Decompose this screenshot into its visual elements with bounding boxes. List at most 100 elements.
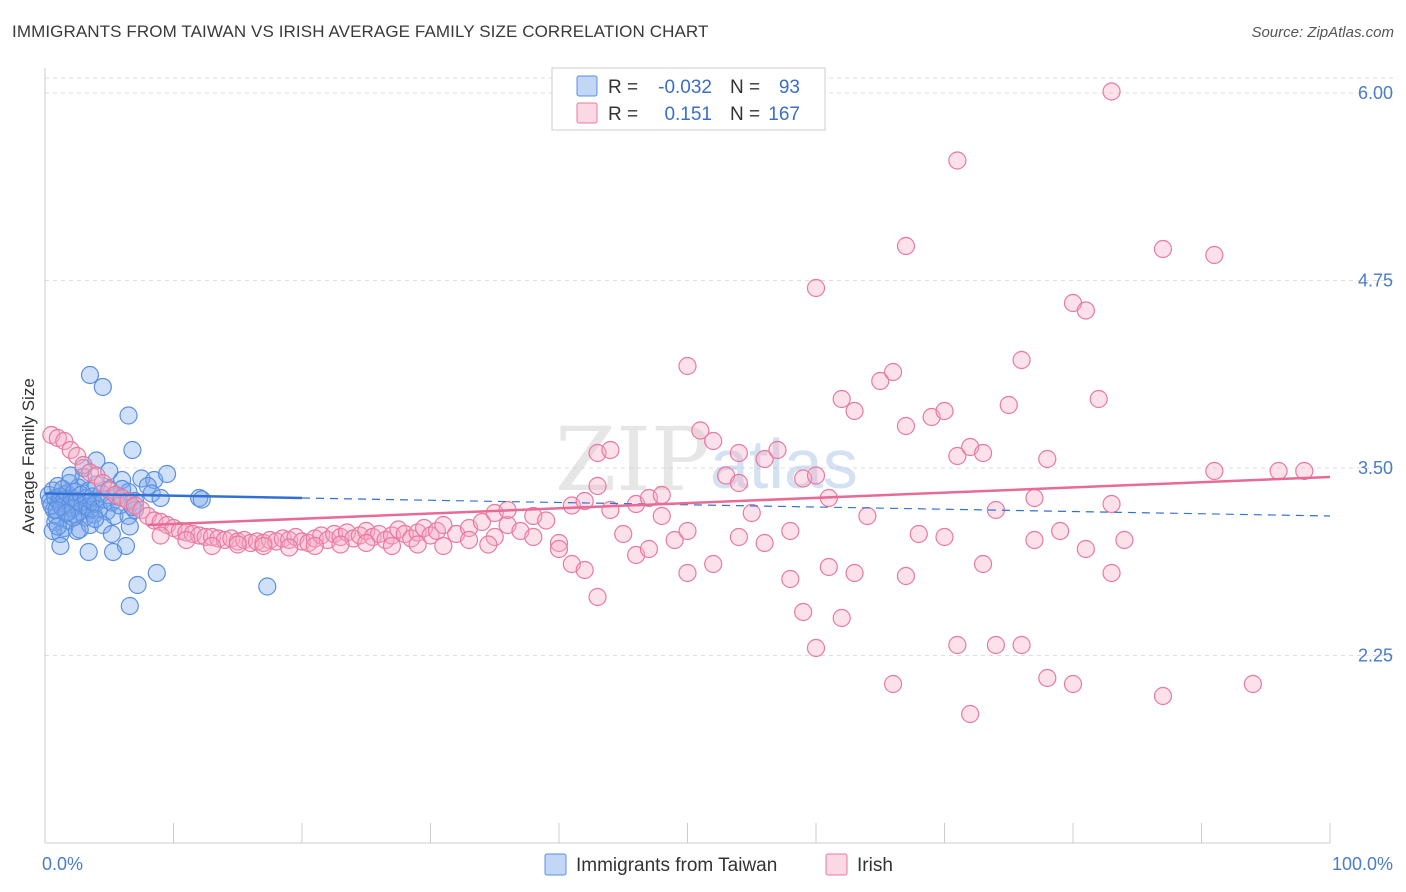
series-legend: Immigrants from Taiwan Irish [544,853,893,876]
irish-point [768,440,787,460]
taiwan-point [93,377,112,397]
irish-point [704,431,723,451]
irish-point [806,278,826,298]
irish-point [781,569,800,589]
series-irish-points [42,82,1314,724]
irish-point [755,533,774,553]
legend-n-label: N = [730,104,760,125]
irish-point [434,536,453,556]
irish-point [614,524,633,544]
irish-point [729,527,749,547]
irish-point [1295,461,1314,481]
irish-point [1102,563,1121,583]
irish-point [819,557,838,577]
irish-point [1115,530,1134,550]
irish-point [177,530,196,550]
irish-point [601,440,620,460]
irish-point [1205,461,1224,481]
legend-n-value: 93 [779,77,800,98]
irish-point [1025,530,1044,550]
taiwan-point [57,503,76,523]
legend-r-value: -0.032 [658,77,712,98]
taiwan-trend-line-extension [301,497,1331,517]
irish-point [845,563,864,583]
taiwan-point [120,596,139,616]
taiwan-point [80,515,100,535]
taiwan-point [86,509,105,529]
taiwan-point [128,575,147,595]
irish-point [832,608,851,628]
irish-point [678,563,697,583]
irish-point [228,535,247,554]
irish-point [858,506,877,526]
taiwan-point [102,524,121,544]
irish-point [1076,301,1095,320]
legend-r-label: R = [608,77,638,98]
taiwan-point [147,563,166,583]
irish-point [794,602,813,622]
irish-point [1012,635,1031,655]
taiwan-point [79,542,98,562]
irish-point [382,536,402,556]
irish-point [1102,82,1121,101]
irish-point [1038,449,1057,469]
y-tick-label: 3.50 [1358,458,1393,478]
taiwan-point [123,440,142,460]
taiwan-point [258,577,277,596]
irish-point [1063,674,1083,694]
taiwan-point [47,500,66,520]
taiwan-point [104,542,123,562]
irish-point [549,539,569,559]
irish-point [1038,668,1057,688]
irish-point [896,236,916,256]
irish-point [652,485,671,505]
irish-point [209,529,228,548]
irish-point [485,527,504,547]
irish-point [883,362,903,382]
irish-point [434,515,453,535]
irish-point [973,443,993,463]
y-axis-label: Average Family Size [19,378,38,534]
irish-point [948,446,967,466]
chart-title: IMMIGRANTS FROM TAIWAN VS IRISH AVERAGE … [12,22,709,41]
irish-point [305,536,324,556]
irish-point [549,533,569,553]
irish-point [973,554,993,574]
irish-point [280,538,299,557]
irish-point [1102,494,1121,514]
irish-point [935,401,954,421]
y-tick-label: 4.75 [1358,271,1393,291]
irish-point [1205,245,1224,265]
taiwan-point [151,488,170,508]
irish-point [87,466,106,485]
irish-point [479,535,498,554]
taiwan-point [119,406,138,425]
irish-point [909,524,928,544]
irish-point [1012,350,1031,370]
irish-point [202,536,222,556]
irish-point [961,704,980,724]
source-credit: Source: ZipAtlas.com [1251,24,1394,41]
series-taiwan-points [39,365,277,616]
irish-point [93,473,112,493]
irish-point [575,560,594,580]
x-tick-labels: 0.0% 100.0% [42,854,1393,874]
irish-point [1076,539,1095,559]
x-tick-label-max: 100.0% [1332,854,1393,874]
taiwan-point [120,517,139,536]
watermark-atlas: atlas [710,425,858,503]
irish-point [639,539,659,559]
legend-r-label: R = [608,104,638,125]
irish-point [935,527,954,547]
irish-point [1269,461,1288,481]
irish-point [845,401,864,421]
legend-r-value: 0.151 [664,104,712,125]
taiwan-point [80,365,100,385]
irish-point [74,455,93,475]
taiwan-point [157,464,177,484]
y-tick-label: 6.00 [1358,83,1393,103]
irish-point [575,491,594,511]
irish-point [652,506,671,526]
irish-point [806,638,826,658]
x-tick-label-min: 0.0% [42,854,83,874]
